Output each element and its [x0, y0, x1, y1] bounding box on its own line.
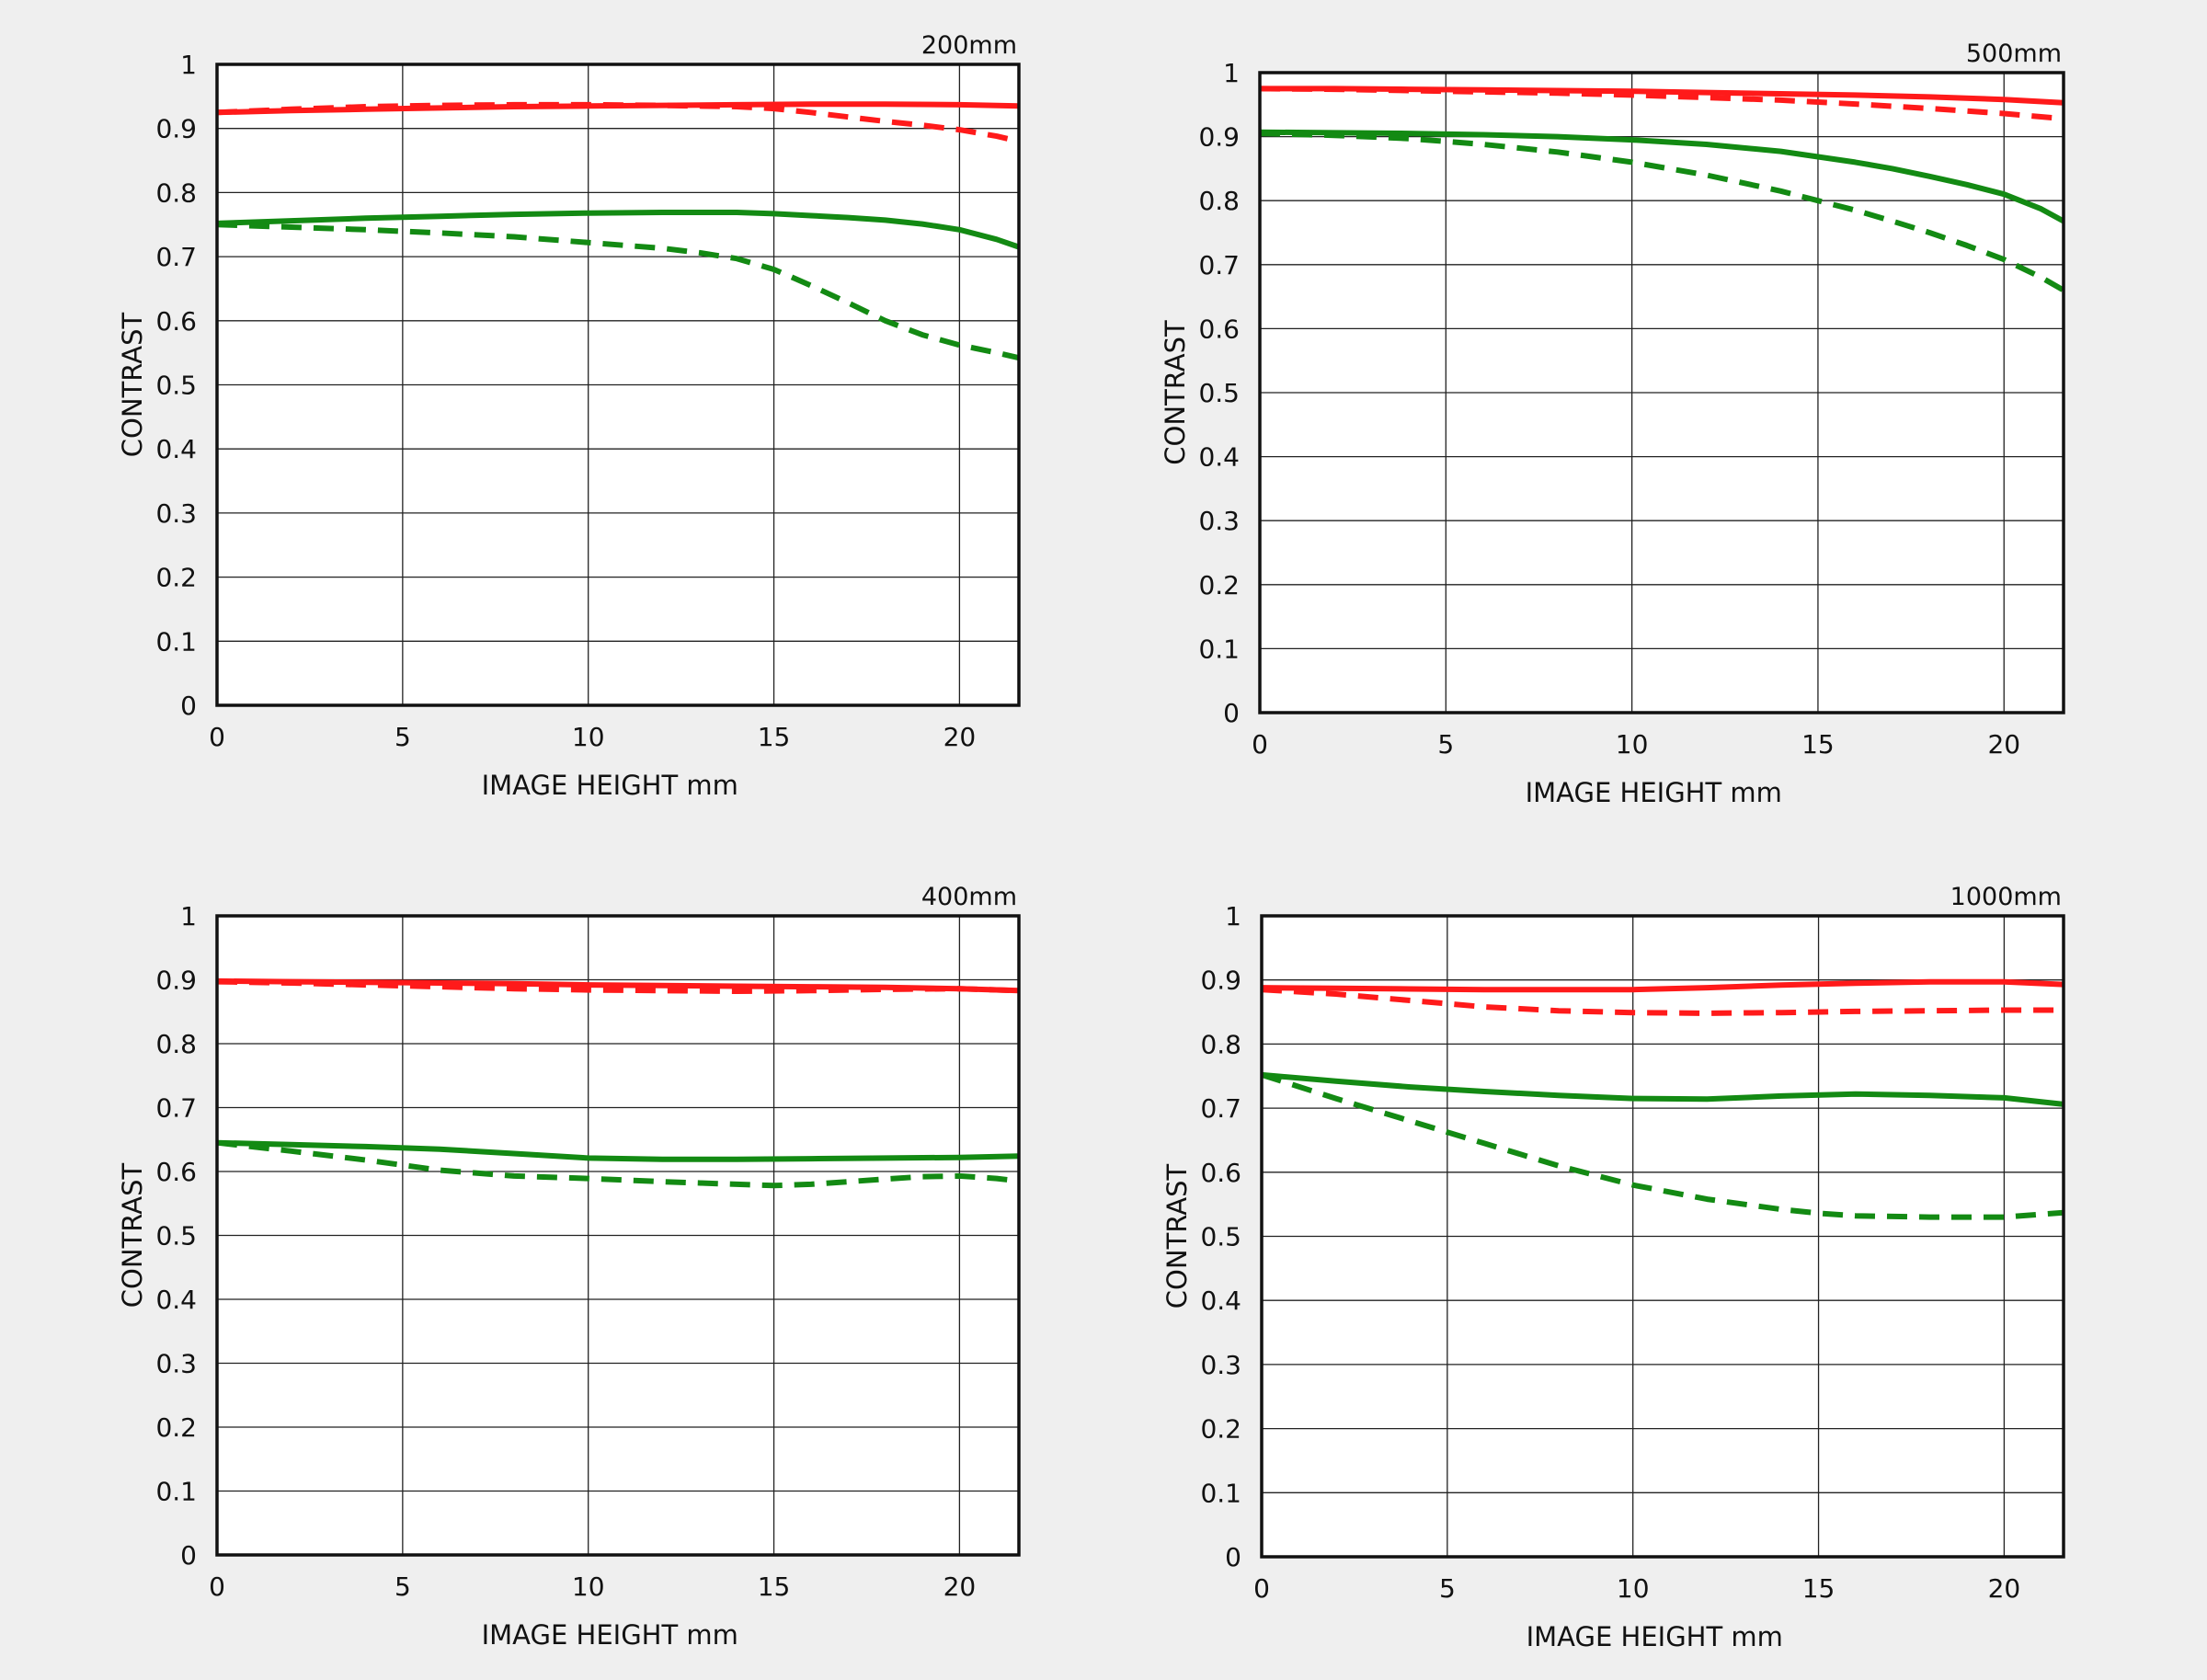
y-tick-label: 0.1	[1198, 634, 1240, 664]
chart-title: 1000mm	[1950, 883, 2062, 911]
y-tick-label: 0.7	[1198, 250, 1240, 280]
y-tick-label: 0.5	[1198, 378, 1240, 408]
y-tick-label: 0.2	[155, 1412, 197, 1443]
y-tick-label: 0.5	[155, 371, 197, 401]
y-tick-label: 0.1	[155, 1477, 197, 1507]
x-axis-label: IMAGE HEIGHT mm	[1527, 1621, 1783, 1652]
chart-title: 500mm	[1966, 40, 2062, 68]
y-tick-label: 0.3	[155, 1349, 197, 1379]
series-line	[1261, 1072, 2064, 1220]
series-line	[1261, 1071, 2064, 1107]
series-line	[216, 1139, 1020, 1189]
x-axis-label: IMAGE HEIGHT mm	[482, 770, 738, 801]
y-tick-label: 0.6	[1198, 314, 1240, 344]
y-tick-label: 0.1	[1200, 1478, 1241, 1508]
y-tick-label: 0.6	[155, 306, 197, 337]
series-line	[216, 1139, 1020, 1162]
y-tick-label: 0.8	[155, 177, 197, 208]
series-line	[216, 222, 1020, 361]
x-tick-label: 0	[209, 722, 225, 752]
series-line	[1261, 987, 2064, 1016]
chart-panel: 00.10.20.30.40.50.60.70.80.910 5 10 15 20500…	[1160, 40, 2065, 808]
x-tick-label: 10	[572, 1571, 605, 1602]
x-axis-label: IMAGE HEIGHT mm	[482, 1619, 738, 1651]
x-tick-label: 0	[1252, 729, 1268, 760]
series-line	[216, 978, 1020, 994]
y-tick-label: 0	[1223, 698, 1240, 728]
y-tick-label: 0.5	[1200, 1222, 1241, 1252]
y-tick-label: 0.6	[155, 1157, 197, 1187]
x-tick-label: 10	[572, 722, 605, 752]
x-tick-label: 5	[395, 722, 411, 752]
y-tick-label: 0.2	[1200, 1414, 1241, 1445]
series-line	[1259, 86, 2064, 122]
plot-frame	[1260, 914, 2065, 1559]
y-tick-label: 0.3	[1198, 506, 1240, 536]
chart-panel: 00.10.20.30.40.50.60.70.80.910 5 10 15 20400…	[117, 883, 1021, 1651]
x-tick-label: 0	[1253, 1573, 1270, 1604]
chart-title: 200mm	[921, 31, 1017, 60]
x-tick-label: 5	[395, 1571, 411, 1602]
x-tick-label: 20	[1988, 1573, 2021, 1604]
y-tick-label: 0.1	[155, 626, 197, 657]
y-tick-label: 0.2	[155, 563, 197, 593]
y-tick-label: 0.7	[155, 242, 197, 272]
series-line	[216, 101, 1020, 144]
y-tick-label: 0.5	[155, 1221, 197, 1251]
y-tick-label: 0.4	[1198, 442, 1240, 473]
y-tick-label: 1	[1223, 58, 1240, 88]
y-tick-label: 0.8	[1198, 186, 1240, 216]
y-tick-label: 0.2	[1198, 570, 1240, 600]
x-tick-label: 20	[943, 1571, 977, 1602]
y-tick-label: 0.4	[1200, 1286, 1241, 1316]
y-tick-label: 1	[180, 901, 197, 931]
y-tick-label: 0.3	[155, 498, 197, 529]
y-tick-label: 0.3	[1200, 1350, 1241, 1380]
series-line	[216, 210, 1020, 250]
y-axis-label: CONTRAST	[117, 313, 148, 458]
y-tick-label: 0.8	[155, 1029, 197, 1059]
y-tick-label: 0	[180, 1540, 197, 1571]
series-line	[1259, 129, 2065, 224]
x-tick-label: 15	[758, 722, 791, 752]
y-axis-label: CONTRAST	[1161, 1164, 1193, 1309]
chart-panel: 00.10.20.30.40.50.60.70.80.910 5 10 15 20200…	[117, 31, 1021, 801]
y-tick-label: 0.7	[155, 1093, 197, 1124]
x-tick-label: 0	[209, 1571, 225, 1602]
y-tick-label: 0.4	[155, 1285, 197, 1315]
y-axis-label: CONTRAST	[1160, 320, 1191, 465]
plot-frame	[215, 63, 1021, 707]
plot-frame	[1258, 71, 2065, 714]
chart-title: 400mm	[921, 883, 1017, 911]
x-tick-label: 10	[1617, 1573, 1650, 1604]
x-tick-label: 5	[1437, 729, 1454, 760]
series-line	[1261, 978, 2064, 993]
y-tick-label: 0.9	[155, 966, 197, 996]
plot-frame	[215, 914, 1021, 1557]
y-tick-label: 0.9	[155, 114, 197, 144]
y-tick-label: 0	[180, 691, 197, 721]
y-tick-label: 0.6	[1200, 1158, 1241, 1188]
y-tick-label: 1	[1225, 901, 1241, 931]
y-tick-label: 0.7	[1200, 1093, 1241, 1124]
y-tick-label: 0.9	[1200, 966, 1241, 996]
y-tick-label: 0.9	[1198, 122, 1240, 153]
chart-panel: 00.10.20.30.40.50.60.70.80.910 5 10 15 20100…	[1161, 883, 2065, 1652]
x-tick-label: 15	[1801, 729, 1835, 760]
x-axis-label: IMAGE HEIGHT mm	[1526, 777, 1782, 808]
y-tick-label: 1	[180, 50, 197, 80]
y-tick-label: 0.4	[155, 434, 197, 464]
x-tick-label: 20	[1987, 729, 2020, 760]
y-tick-label: 0	[1225, 1542, 1241, 1572]
x-tick-label: 10	[1616, 729, 1649, 760]
y-axis-label: CONTRAST	[117, 1163, 148, 1309]
y-tick-label: 0.8	[1200, 1029, 1241, 1059]
x-tick-label: 15	[1802, 1573, 1835, 1604]
x-tick-label: 20	[943, 722, 977, 752]
x-tick-label: 15	[758, 1571, 791, 1602]
x-tick-label: 5	[1439, 1573, 1456, 1604]
